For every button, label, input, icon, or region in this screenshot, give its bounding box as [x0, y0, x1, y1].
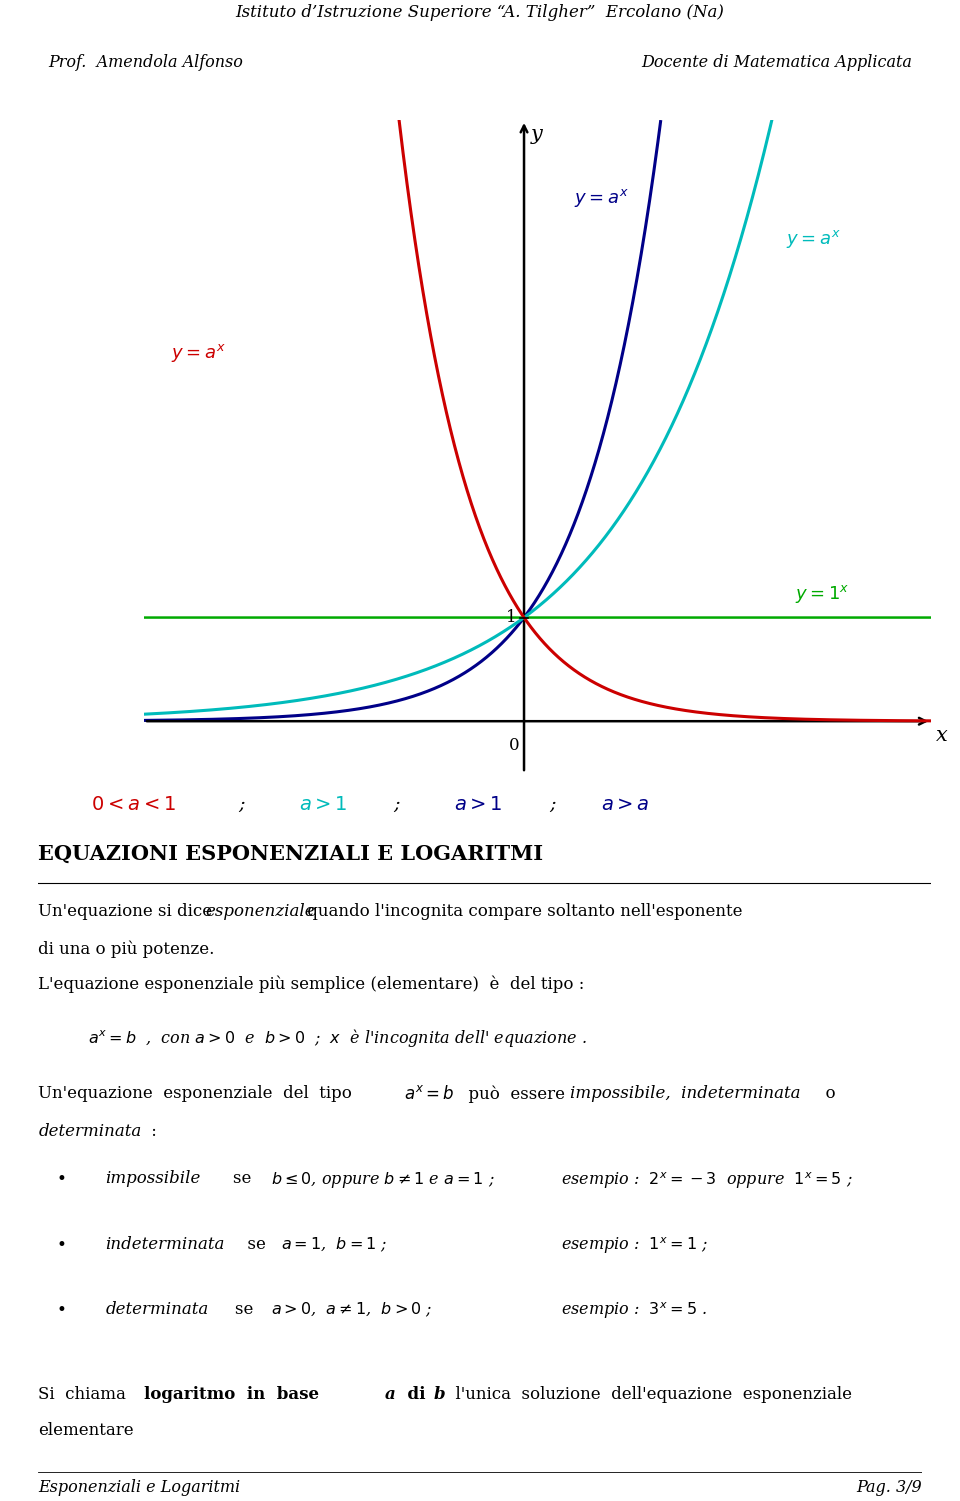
Text: esempio :  $2^x = -3$  oppure  $1^x = 5$ ;: esempio : $2^x = -3$ oppure $1^x = 5$ ; — [561, 1171, 852, 1190]
Text: impossibile: impossibile — [106, 1171, 201, 1187]
Text: $a = 1$,  $b = 1$ ;: $a = 1$, $b = 1$ ; — [281, 1235, 388, 1253]
Text: $a > 0$,  $a \neq 1$,  $b > 0$ ;: $a > 0$, $a \neq 1$, $b > 0$ ; — [271, 1301, 432, 1319]
Text: Si  chiama: Si chiama — [38, 1385, 136, 1403]
Text: indeterminata: indeterminata — [106, 1235, 225, 1253]
Text: $a > 1$: $a > 1$ — [299, 796, 348, 814]
Text: logaritmo  in  base: logaritmo in base — [144, 1385, 330, 1403]
Text: $y = a^x$: $y = a^x$ — [171, 342, 226, 365]
Text: 0: 0 — [509, 737, 519, 754]
Text: a: a — [385, 1385, 396, 1403]
Text: può  essere: può essere — [458, 1085, 575, 1103]
Text: $a^x = b$: $a^x = b$ — [404, 1085, 455, 1103]
Text: $0 < a < 1$: $0 < a < 1$ — [91, 796, 176, 814]
Text: o: o — [815, 1085, 836, 1102]
Text: b: b — [434, 1385, 445, 1403]
Text: impossibile,  indeterminata: impossibile, indeterminata — [569, 1085, 800, 1102]
Text: esponenziale: esponenziale — [205, 902, 315, 920]
Text: EQUAZIONI ESPONENZIALI E LOGARITMI: EQUAZIONI ESPONENZIALI E LOGARITMI — [38, 844, 543, 863]
Text: di: di — [396, 1385, 437, 1403]
Text: se: se — [237, 1235, 276, 1253]
Text: esempio :  $1^x = 1$ ;: esempio : $1^x = 1$ ; — [561, 1235, 708, 1256]
Text: Un'equazione  esponenziale  del  tipo: Un'equazione esponenziale del tipo — [38, 1085, 363, 1102]
Text: $y = a^x$: $y = a^x$ — [574, 188, 629, 209]
Text: 1: 1 — [506, 609, 516, 626]
Text: Istituto d’Istruzione Superiore “A. Tilgher”  Ercolano (Na): Istituto d’Istruzione Superiore “A. Tilg… — [235, 5, 725, 21]
Text: :: : — [146, 1123, 156, 1141]
Text: L'equazione esponenziale più semplice (elementare)  è  del tipo :: L'equazione esponenziale più semplice (e… — [38, 976, 585, 994]
Text: $a > a$: $a > a$ — [601, 796, 650, 814]
Text: $y = 1^x$: $y = 1^x$ — [796, 582, 850, 605]
Text: Un'equazione si dice: Un'equazione si dice — [38, 902, 218, 920]
Text: Pag. 3/9: Pag. 3/9 — [856, 1478, 922, 1496]
Text: se: se — [212, 1171, 262, 1187]
Text: x: x — [936, 726, 948, 746]
Text: se: se — [214, 1301, 264, 1318]
Text: $a > 1$: $a > 1$ — [454, 796, 503, 814]
Text: ;: ; — [549, 796, 556, 814]
Text: Esponenziali e Logaritmi: Esponenziali e Logaritmi — [38, 1478, 241, 1496]
Text: $b \leq 0$, oppure $b \neq 1$ e $a = 1$ ;: $b \leq 0$, oppure $b \neq 1$ e $a = 1$ … — [271, 1171, 494, 1190]
Text: $a^x = b$  ,  con $a > 0$  e  $b > 0$  ;  $x$  è l'incognita dell' equazione .: $a^x = b$ , con $a > 0$ e $b > 0$ ; $x$ … — [87, 1027, 587, 1049]
Text: ;: ; — [238, 796, 245, 814]
Text: di una o più potenze.: di una o più potenze. — [38, 941, 215, 958]
Text: esempio :  $3^x = 5$ .: esempio : $3^x = 5$ . — [561, 1301, 707, 1321]
Text: $y = a^x$: $y = a^x$ — [786, 228, 841, 251]
Text: •: • — [57, 1235, 66, 1253]
Text: Docente di Matematica Applicata: Docente di Matematica Applicata — [641, 54, 912, 71]
Text: elementare: elementare — [38, 1421, 134, 1438]
Text: l'unica  soluzione  dell'equazione  esponenziale: l'unica soluzione dell'equazione esponen… — [444, 1385, 852, 1403]
Text: Prof.  Amendola Alfonso: Prof. Amendola Alfonso — [48, 54, 243, 71]
Text: quando l'incognita compare soltanto nell'esponente: quando l'incognita compare soltanto nell… — [301, 902, 742, 920]
Text: y: y — [531, 125, 543, 144]
Text: ;: ; — [394, 796, 400, 814]
Text: determinata: determinata — [38, 1123, 142, 1141]
Text: •: • — [57, 1301, 66, 1319]
Text: determinata: determinata — [106, 1301, 208, 1318]
Text: •: • — [57, 1171, 66, 1189]
